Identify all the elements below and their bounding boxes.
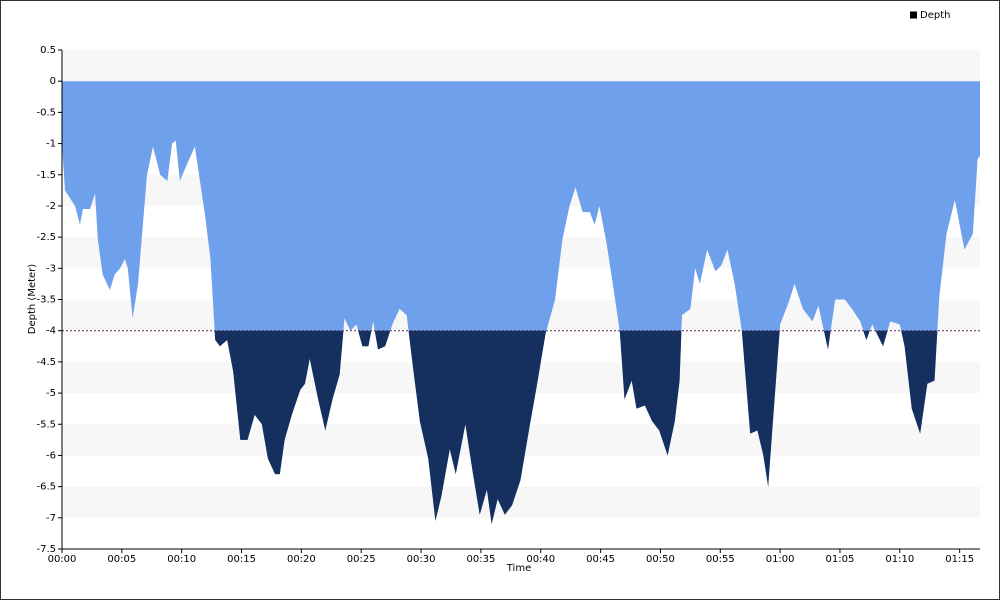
y-tick-label: -2 [46,201,56,212]
x-tick-label: 00:00 [48,554,77,565]
x-tick-label: 01:00 [766,554,795,565]
x-tick-label: 00:40 [526,554,555,565]
legend-label: Depth [920,10,950,21]
band [62,486,980,518]
y-axis-label: Depth (Meter) [27,264,38,335]
x-tick-label: 00:55 [706,554,735,565]
x-tick-label: 00:45 [586,554,615,565]
y-tick-label: -7 [46,513,56,524]
y-tick-label: 0 [50,76,56,87]
y-tick-label: -1 [46,139,56,150]
x-tick-label: 00:50 [646,554,675,565]
plot [62,81,980,525]
x-tick-label: 01:15 [945,554,974,565]
x-tick-label: 00:30 [407,554,436,565]
y-tick-label: -1.5 [36,170,56,181]
x-tick-label: 01:10 [885,554,914,565]
y-tick-label: -4 [46,326,56,337]
area-below [214,330,938,525]
x-axis-label: Time [506,563,531,574]
band [62,50,980,82]
y-tick-label: -2.5 [36,232,56,243]
y-tick-label: -6.5 [36,482,56,493]
y-tick-label: -3.5 [36,295,56,306]
y-tick-label: -5 [46,388,56,399]
x-tick-label: 00:10 [167,554,196,565]
y-tick-label: -6 [46,450,56,461]
x-tick-label: 00:20 [287,554,316,565]
x-tick-label: 00:05 [107,554,136,565]
y-tick-label: -0.5 [36,107,56,118]
legend-swatch [910,11,917,19]
x-tick-label: 00:35 [466,554,495,565]
y-tick-label: -7.5 [36,544,56,555]
x-tick-label: 01:05 [826,554,855,565]
y-tick-label: 0.5 [40,45,56,56]
x-tick-label: 00:15 [227,554,256,565]
y-tick-label: -5.5 [36,419,56,430]
y-tick-label: -3 [46,263,56,274]
x-tick-label: 00:25 [347,554,376,565]
y-tick-label: -4.5 [36,357,56,368]
